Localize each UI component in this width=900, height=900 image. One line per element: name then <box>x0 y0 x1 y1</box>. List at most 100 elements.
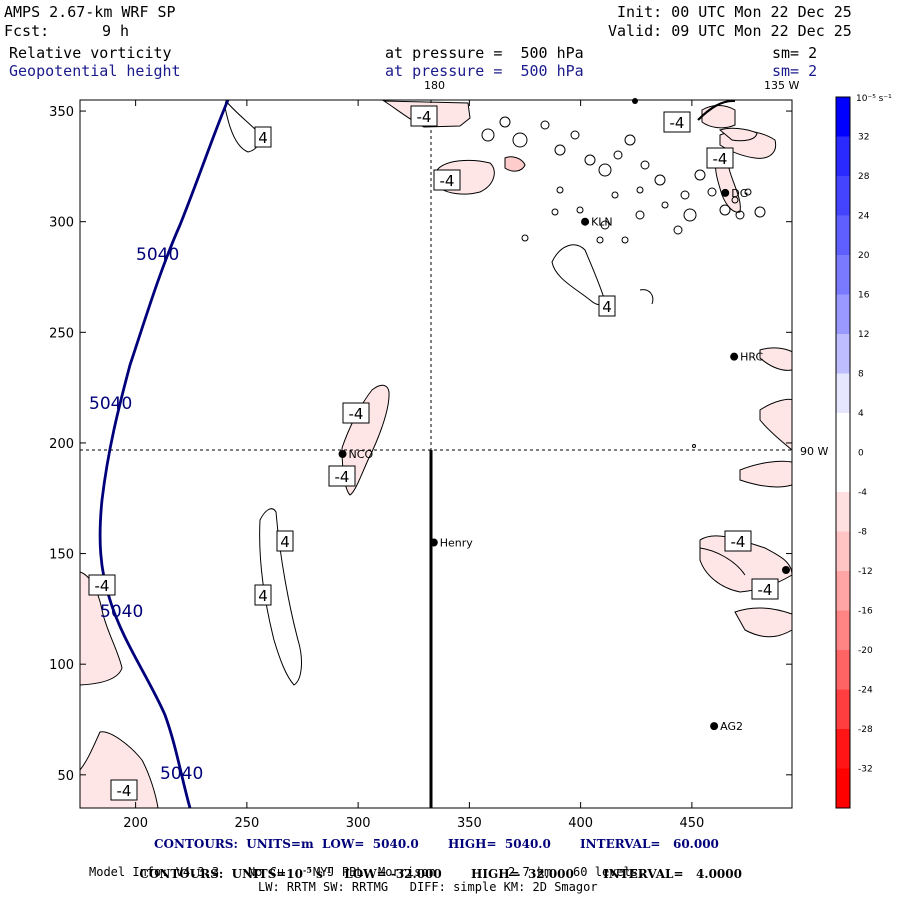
vorticity-label-box <box>254 584 272 606</box>
colorbar-tick-label: 20 <box>858 251 870 261</box>
colorbar-segment <box>836 571 850 611</box>
colorbar-segment <box>836 136 850 177</box>
colorbar-tick-label: 8 <box>858 370 864 380</box>
height-label: 5040 <box>136 245 179 265</box>
colorbar-tick-label: -24 <box>858 686 873 696</box>
station-label: AG2 <box>720 720 743 733</box>
colorbar-tick-label: -28 <box>858 725 873 735</box>
colorbar-tick-label: -4 <box>858 488 867 498</box>
vorticity-label: -4 <box>417 108 432 126</box>
colorbar-tick-label: -32 <box>858 765 873 775</box>
model-title: AMPS 2.67-km WRF SP <box>4 3 176 21</box>
vorticity-label: -4 <box>731 533 746 551</box>
y-tick-label: 300 <box>49 216 74 231</box>
forecast-label: Fcst: <box>4 22 50 40</box>
footer-model-info: Model Info: V4.3.3 No Cu MYJ PBL Morriso… <box>89 865 646 879</box>
x-tick-label: 450 <box>679 816 704 831</box>
x-tick-label: 250 <box>234 816 259 831</box>
station-marker <box>429 538 438 547</box>
forecast-value: 9 h <box>102 22 130 40</box>
colorbar-segment <box>836 255 850 295</box>
meridian-label-180: 180 <box>424 79 445 92</box>
footer-vorticity-units: CONTOURS: UNITS=10 <box>139 867 303 881</box>
station-marker <box>730 352 739 361</box>
colorbar-segment <box>836 334 850 374</box>
thick-contour-top-right <box>697 99 736 121</box>
colorbar-tick-label: 12 <box>858 330 869 340</box>
vorticity-label: -4 <box>713 150 728 168</box>
station-label: DG <box>731 187 748 200</box>
colorbar-tick-label: 28 <box>858 172 870 182</box>
vorticity-label-box <box>724 530 752 552</box>
y-tick-label: 150 <box>49 548 74 563</box>
y-tick-label: 200 <box>49 437 74 452</box>
vorticity-label: 4 <box>258 129 268 147</box>
colorbar-segment <box>836 413 850 453</box>
colorbar-tick-label: 32 <box>858 133 869 143</box>
vorticity-label: -4 <box>95 577 110 595</box>
station-label: KLN <box>591 216 613 229</box>
station-marker <box>721 188 730 197</box>
y-tick-label: 350 <box>49 105 74 120</box>
field1-smoothing: sm= 2 <box>772 44 818 62</box>
colorbar-segment <box>836 768 850 809</box>
footer-physics: LW: RRTM SW: RRTMG DIFF: simple KM: 2D S… <box>258 880 598 894</box>
field2-name: Geopotential height <box>9 62 181 80</box>
colorbar-segment <box>836 176 850 216</box>
vorticity-label-box <box>342 402 370 424</box>
colorbar: 32 28 24 20 16 12 8 4 0 -4 -8 -12 -16 -20 -24 -28 -32 <box>835 96 873 809</box>
x-tick-label: 400 <box>568 816 593 831</box>
station-marker <box>692 444 696 448</box>
vorticity-label-box <box>751 578 779 600</box>
colorbar-segment <box>836 610 850 651</box>
vorticity-label: -4 <box>758 581 773 599</box>
meridian-label-90w: 90 W <box>800 445 828 458</box>
init-time: Init: 00 UTC Mon 22 Dec 25 <box>617 3 852 21</box>
colorbar-tick-label: -20 <box>858 646 873 656</box>
height-labels: 5040 5040 5040 5040 <box>89 245 203 784</box>
station-marker <box>338 450 347 458</box>
x-tick-label: 300 <box>346 816 371 831</box>
station-marker <box>710 722 719 731</box>
colorbar-tick-label: -16 <box>858 607 873 617</box>
vorticity-label-box <box>410 105 438 127</box>
vorticity-label: -4 <box>335 468 350 486</box>
y-tick-label: 100 <box>49 658 74 673</box>
colorbar-segment <box>836 294 850 335</box>
colorbar-segment <box>836 215 850 256</box>
colorbar-segment <box>836 373 850 414</box>
colorbar-segment <box>836 492 850 532</box>
y-tick-label: 50 <box>57 769 74 784</box>
x-tick-label: 200 <box>123 816 148 831</box>
colorbar-segment <box>836 97 850 137</box>
colorbar-segment <box>836 729 850 769</box>
vorticity-label: 4 <box>280 533 290 551</box>
vorticity-label-box <box>663 111 691 133</box>
station-label: HRC <box>740 351 763 364</box>
station-label: NCO <box>349 448 374 461</box>
colorbar-tick-label: -12 <box>858 567 873 577</box>
vorticity-label-box <box>254 126 272 148</box>
height-label: 5040 <box>160 764 203 784</box>
vorticity-label: -4 <box>670 114 685 132</box>
field2-level: at pressure = 500 hPa <box>385 62 584 80</box>
vorticity-label-box <box>88 574 116 596</box>
colorbar-tick-label: 0 <box>858 449 864 459</box>
colorbar-segment <box>836 452 850 493</box>
y-axis: 50 100 150 200 250 300 350 <box>49 105 792 784</box>
vorticity-label: -4 <box>349 405 364 423</box>
colorbar-segment <box>836 689 850 730</box>
x-tick-label: 350 <box>457 816 482 831</box>
valid-time: Valid: 09 UTC Mon 22 Dec 25 <box>608 22 852 40</box>
height-contour-5040 <box>98 99 230 809</box>
station-label: Henry <box>440 537 474 550</box>
station-marker <box>581 217 590 226</box>
stations: NCO Henry KLN HRC AG2 DG <box>338 187 764 733</box>
colorbar-tick-label: 4 <box>858 409 864 419</box>
meridian-label-135w: 135 W <box>764 79 799 92</box>
vorticity-label-box <box>276 530 294 552</box>
station-marker <box>782 566 790 574</box>
field1-name: Relative vorticity <box>9 44 172 62</box>
vorticity-label-box <box>433 169 461 191</box>
